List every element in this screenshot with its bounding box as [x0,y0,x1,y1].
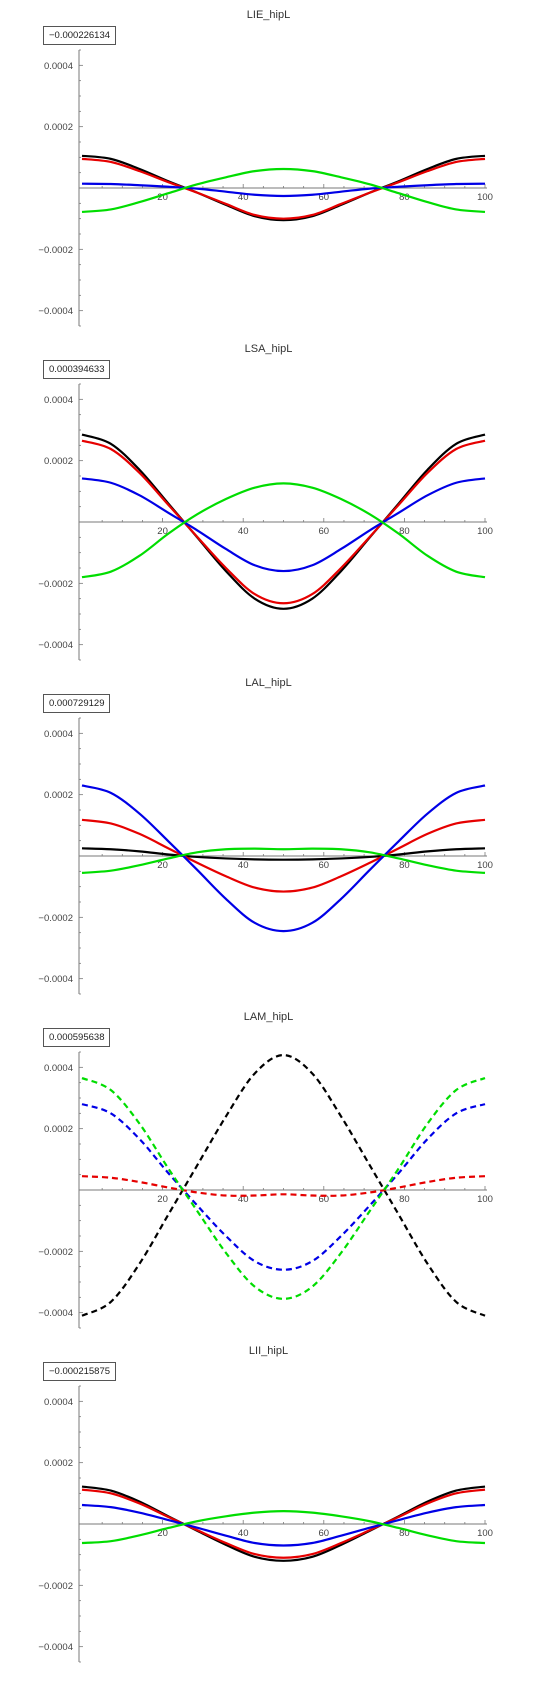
series-line-black [81,1053,486,1317]
series-line-red [81,157,486,220]
x-tick-label: 80 [399,860,410,871]
y-tick-label: 0.0004 [44,61,73,72]
y-tick-label: −0.0002 [38,245,73,256]
y-tick-label: 0.0004 [44,1397,73,1408]
plot-title: LIE_hipL [246,9,291,21]
x-tick-label: 40 [238,192,249,203]
x-tick-label: 60 [319,860,330,871]
plot-title: LAL_hipL [245,677,292,689]
series-line-green [81,847,486,874]
x-tick-label: 100 [477,860,493,871]
series-line-blue [81,784,486,933]
series-line-green [81,482,486,579]
series-line-blue [81,1503,486,1547]
y-tick-label: 0.0002 [44,790,73,801]
y-tick-label: 0.0004 [44,395,73,406]
x-tick-label: 20 [157,860,168,871]
x-tick-label: 60 [319,1194,330,1205]
series-line-green [81,167,486,214]
plot-panel-lam-hipl: LAM_hipL 0.000595638 20 40 60 80 100 0.0004 0.… [0,1002,537,1332]
series-line-black [81,154,486,222]
y-tick-label: 0.0004 [44,1063,73,1074]
x-tick-label: 100 [477,1528,493,1539]
series-line-blue [81,182,486,198]
series-line-green [81,1077,486,1300]
series-line-red [81,1488,486,1559]
plot-canvas: 20 40 60 80 100 0.0004 0.0002 −0.0002 −0.0004 [38,1051,493,1329]
y-tick-label: −0.0004 [38,640,73,651]
x-tick-label: 40 [238,1528,249,1539]
y-tick-label: 0.0002 [44,122,73,133]
value-box[interactable]: −0.000226134 [43,26,117,45]
x-tick-label: 80 [399,526,410,537]
x-tick-label: 20 [157,1528,168,1539]
plot-canvas: 20 40 60 80 100 0.0004 0.0002 −0.0002 −0.0004 [38,1385,493,1663]
plot-panel-lal-hipl: LAL_hipL 0.000729129 20 40 60 80 100 0.0004 0.… [0,668,537,998]
y-tick-label: −0.0002 [38,1581,73,1592]
y-tick-label: −0.0002 [38,913,73,924]
x-tick-label: 80 [399,192,410,203]
plot-panel-lii-hipl: LII_hipL −0.000215875 20 40 60 80 100 0.0004 0… [0,1336,537,1666]
series-line-black [81,1485,486,1562]
x-tick-label: 100 [477,526,493,537]
y-tick-label: 0.0004 [44,729,73,740]
x-tick-label: 40 [238,1194,249,1205]
series-line-black [81,433,486,610]
value-box[interactable]: 0.000394633 [43,360,111,379]
x-tick-label: 80 [399,1528,410,1539]
x-tick-label: 60 [319,192,330,203]
x-tick-label: 20 [157,192,168,203]
series-line-green [81,1510,486,1545]
y-tick-label: 0.0002 [44,456,73,467]
value-box[interactable]: 0.000595638 [43,1028,111,1047]
value-box[interactable]: 0.000729129 [43,694,111,713]
x-tick-label: 40 [238,860,249,871]
series-line-blue [81,1103,486,1271]
plot-panel-lie-hipl: LIE_hipL −0.000226134 20 40 60 80 100 0.0004 0… [0,0,537,330]
plot-title: LII_hipL [248,1345,289,1357]
series-line-red [81,818,486,893]
x-tick-label: 20 [157,1194,168,1205]
x-tick-label: 80 [399,1194,410,1205]
series-line-red [81,1175,486,1197]
value-box[interactable]: −0.000215875 [43,1362,117,1381]
plot-title: LSA_hipL [244,343,293,355]
x-tick-label: 100 [477,192,493,203]
x-tick-label: 60 [319,1528,330,1539]
y-tick-label: 0.0002 [44,1458,73,1469]
series-line-black [81,847,486,861]
y-tick-label: −0.0004 [38,306,73,317]
y-tick-label: −0.0004 [38,974,73,985]
y-tick-label: −0.0002 [38,1247,73,1258]
plot-panel-lsa-hipl: LSA_hipL 0.000394633 20 40 60 80 100 0.0004 0.… [0,334,537,664]
x-tick-label: 40 [238,526,249,537]
y-tick-label: −0.0004 [38,1308,73,1319]
plot-title: LAM_hipL [243,1011,294,1023]
plot-canvas: 20 40 60 80 100 0.0004 0.0002 −0.0002 −0.0004 [38,383,493,661]
y-tick-label: −0.0002 [38,579,73,590]
x-tick-label: 100 [477,1194,493,1205]
x-tick-label: 60 [319,526,330,537]
plot-canvas: 20 40 60 80 100 0.0004 0.0002 −0.0002 −0.0004 [38,49,493,327]
y-tick-label: −0.0004 [38,1642,73,1653]
series-line-red [81,439,486,605]
series-line-blue [81,477,486,573]
plot-canvas: 20 40 60 80 100 0.0004 0.0002 −0.0002 −0.0004 [38,717,493,995]
x-tick-label: 20 [157,526,168,537]
y-tick-label: 0.0002 [44,1124,73,1135]
